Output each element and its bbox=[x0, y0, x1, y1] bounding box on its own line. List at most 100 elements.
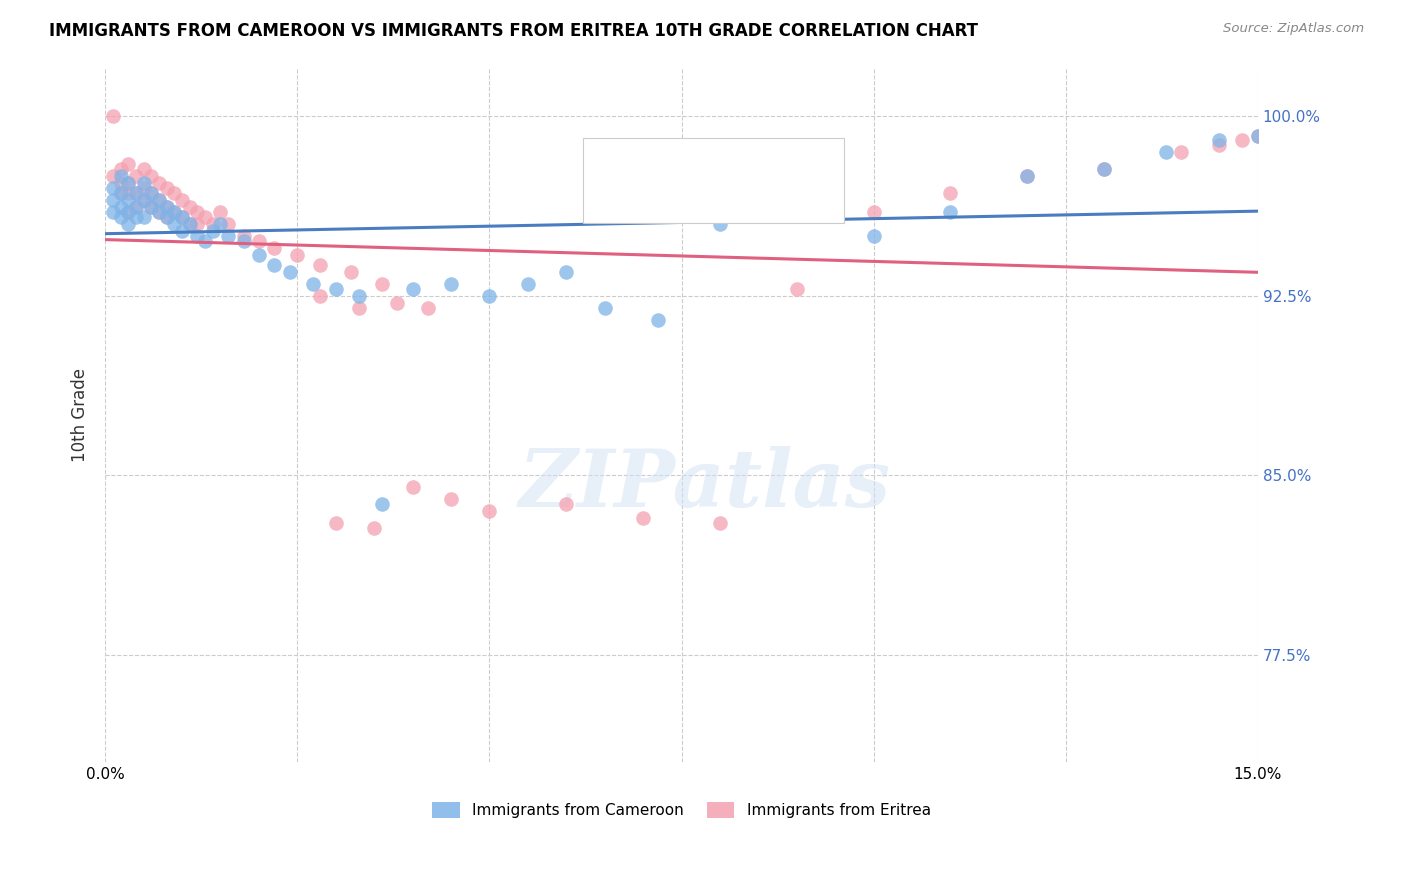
Point bbox=[117, 193, 139, 207]
Point bbox=[387, 296, 409, 310]
Point bbox=[125, 200, 148, 214]
Point bbox=[416, 301, 439, 315]
Point bbox=[141, 186, 163, 200]
Point bbox=[132, 161, 155, 176]
Point bbox=[170, 210, 193, 224]
Point bbox=[110, 169, 132, 184]
Point bbox=[194, 210, 217, 224]
Point bbox=[110, 200, 132, 214]
Point bbox=[141, 169, 163, 184]
Point bbox=[217, 229, 239, 244]
Point bbox=[516, 277, 538, 291]
Y-axis label: 10th Grade: 10th Grade bbox=[72, 368, 89, 462]
Point bbox=[647, 312, 669, 326]
Point bbox=[478, 504, 501, 518]
Point bbox=[1017, 169, 1039, 184]
Point bbox=[1092, 161, 1115, 176]
Point bbox=[247, 234, 270, 248]
Point bbox=[163, 186, 186, 200]
Point bbox=[110, 210, 132, 224]
Point bbox=[263, 241, 285, 255]
Point bbox=[347, 289, 370, 303]
Point bbox=[201, 224, 224, 238]
Point bbox=[555, 497, 578, 511]
Point bbox=[285, 248, 308, 262]
Point bbox=[1092, 161, 1115, 176]
Point bbox=[1170, 145, 1192, 160]
Legend: Immigrants from Cameroon, Immigrants from Eritrea: Immigrants from Cameroon, Immigrants fro… bbox=[426, 796, 936, 824]
Point bbox=[101, 193, 124, 207]
Point bbox=[156, 200, 179, 214]
Point bbox=[132, 210, 155, 224]
Point bbox=[939, 205, 962, 219]
Point bbox=[209, 205, 232, 219]
Point bbox=[301, 277, 323, 291]
Point bbox=[371, 497, 394, 511]
Point bbox=[401, 480, 423, 494]
Point bbox=[209, 217, 232, 231]
Point bbox=[186, 217, 208, 231]
Point bbox=[340, 265, 363, 279]
Point bbox=[117, 157, 139, 171]
Point bbox=[117, 177, 139, 191]
Point bbox=[117, 205, 139, 219]
Point bbox=[179, 217, 201, 231]
Point bbox=[401, 282, 423, 296]
Point bbox=[709, 516, 731, 530]
Point bbox=[148, 193, 170, 207]
Point bbox=[363, 521, 385, 535]
Point bbox=[440, 277, 463, 291]
Point bbox=[371, 277, 394, 291]
Point bbox=[101, 109, 124, 123]
Point bbox=[125, 186, 148, 200]
Text: IMMIGRANTS FROM CAMEROON VS IMMIGRANTS FROM ERITREA 10TH GRADE CORRELATION CHART: IMMIGRANTS FROM CAMEROON VS IMMIGRANTS F… bbox=[49, 22, 979, 40]
Point bbox=[1208, 138, 1230, 153]
Point bbox=[347, 301, 370, 315]
Point bbox=[309, 258, 332, 272]
Point bbox=[1232, 133, 1254, 147]
Point bbox=[101, 205, 124, 219]
Point bbox=[170, 210, 193, 224]
Point bbox=[110, 186, 132, 200]
Text: R = 0.221   N = 57: R = 0.221 N = 57 bbox=[631, 150, 801, 169]
Point bbox=[186, 229, 208, 244]
Point bbox=[141, 200, 163, 214]
Point bbox=[325, 516, 347, 530]
Point bbox=[1208, 133, 1230, 147]
Point bbox=[148, 193, 170, 207]
Point bbox=[1247, 128, 1270, 143]
Point bbox=[125, 210, 148, 224]
Point bbox=[709, 217, 731, 231]
Point bbox=[862, 205, 884, 219]
Point bbox=[478, 289, 501, 303]
Point bbox=[186, 205, 208, 219]
Point bbox=[179, 200, 201, 214]
Point bbox=[786, 186, 808, 200]
Point bbox=[786, 282, 808, 296]
Point bbox=[263, 258, 285, 272]
Point bbox=[325, 282, 347, 296]
Point bbox=[163, 205, 186, 219]
Point bbox=[939, 186, 962, 200]
Point bbox=[862, 229, 884, 244]
Point bbox=[148, 177, 170, 191]
Point bbox=[194, 234, 217, 248]
Point bbox=[163, 205, 186, 219]
Point bbox=[156, 200, 179, 214]
Point bbox=[117, 177, 139, 191]
Point bbox=[132, 177, 155, 191]
Point bbox=[278, 265, 301, 279]
Point bbox=[156, 210, 179, 224]
Point bbox=[232, 229, 254, 244]
Point bbox=[593, 301, 616, 315]
Point bbox=[1247, 128, 1270, 143]
Point bbox=[170, 193, 193, 207]
Point bbox=[1017, 169, 1039, 184]
Point bbox=[156, 210, 179, 224]
Point bbox=[117, 205, 139, 219]
Point bbox=[141, 186, 163, 200]
Point bbox=[156, 181, 179, 195]
Point bbox=[101, 181, 124, 195]
Point bbox=[179, 217, 201, 231]
Point bbox=[309, 289, 332, 303]
